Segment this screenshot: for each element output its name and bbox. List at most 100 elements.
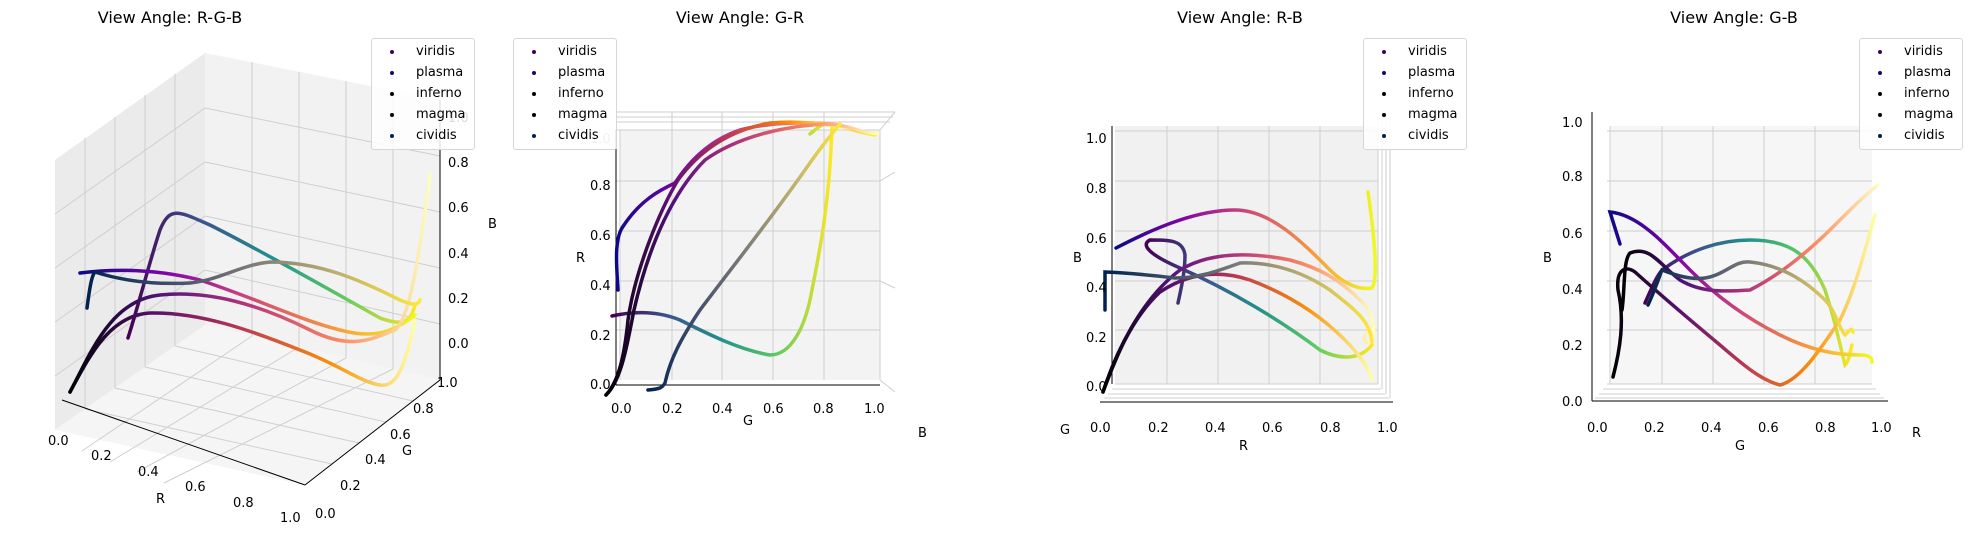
tick-b-0: 0.0	[1562, 395, 1583, 410]
tick-g-1: 0.2	[1644, 421, 1665, 436]
legend-marker-icon	[1382, 70, 1386, 75]
legend-marker-icon	[1382, 91, 1386, 96]
tick-r-0: 0.0	[590, 378, 611, 393]
tick-b-1: 0.2	[448, 292, 469, 307]
legend-item-inferno: inferno	[378, 83, 466, 104]
legend-marker-icon	[390, 133, 394, 138]
axis-label-b: B	[918, 426, 927, 441]
tick-b-5: 1.0	[1562, 116, 1583, 131]
panel-title: View Angle: R-B	[1177, 8, 1303, 27]
tick-r-0: 0.0	[1090, 421, 1111, 436]
legend-item-cividis: cividis	[1866, 125, 1954, 146]
tick-g-5: 1.0	[437, 376, 458, 391]
tick-r-2: 0.4	[590, 279, 611, 294]
tick-b-2: 0.4	[448, 247, 469, 262]
axis-label-g: G	[743, 414, 753, 429]
tick-b-1: 0.2	[1562, 339, 1583, 354]
tick-r-5: 1.0	[280, 511, 301, 526]
tick-b-4: 0.8	[1086, 182, 1107, 197]
legend-item-viridis: viridis	[378, 41, 466, 62]
tick-r-2: 0.4	[1205, 421, 1226, 436]
legend-item-inferno: inferno	[520, 83, 608, 104]
panel-title: View Angle: R-G-B	[97, 8, 243, 27]
axis-label-g: G	[1735, 439, 1745, 454]
legend-marker-icon	[390, 49, 394, 54]
legend-marker-icon	[1878, 91, 1882, 96]
legend-item-viridis: viridis	[1866, 41, 1954, 62]
tick-r-1: 0.2	[1148, 421, 1169, 436]
tick-b-1: 0.2	[1086, 331, 1107, 346]
tick-b-4: 0.8	[448, 156, 469, 171]
tick-b-3: 0.6	[448, 201, 469, 216]
tick-b-5: 1.0	[1086, 132, 1107, 147]
tick-g-2: 0.4	[1701, 421, 1722, 436]
tick-b-3: 0.6	[1086, 232, 1107, 247]
legend-item-cividis: cividis	[520, 125, 608, 146]
legend-item-viridis: viridis	[520, 41, 608, 62]
tick-g-5: 1.0	[1871, 421, 1892, 436]
legend-item-cividis: cividis	[378, 125, 466, 146]
legend-marker-icon	[532, 49, 536, 54]
axis-label-r: R	[1912, 426, 1921, 441]
legend-item-inferno: inferno	[1866, 83, 1954, 104]
tick-r-0: 0.0	[48, 434, 69, 449]
legend-item-plasma: plasma	[1866, 62, 1954, 83]
panel-title: View Angle: G-R	[675, 8, 805, 27]
legend-marker-icon	[532, 91, 536, 96]
legend-item-magma: magma	[1370, 104, 1458, 125]
legend-marker-icon	[1382, 49, 1386, 54]
tick-g-4: 0.8	[1815, 421, 1836, 436]
axis-label-b: B	[1543, 251, 1552, 266]
axis-label-r: R	[156, 492, 165, 507]
axis-label-b: B	[1073, 251, 1082, 266]
tick-g-2: 0.4	[365, 453, 386, 468]
tick-b-0: 0.0	[448, 337, 469, 352]
legend-marker-icon	[1382, 112, 1386, 117]
tick-r-4: 0.8	[233, 496, 254, 511]
tick-g-5: 1.0	[864, 402, 885, 417]
tick-r-5: 1.0	[1377, 421, 1398, 436]
axis-label-r: R	[576, 251, 585, 266]
tick-g-0: 0.0	[611, 402, 632, 417]
tick-b-0: 0.0	[1086, 380, 1107, 395]
legend-marker-icon	[1878, 133, 1882, 138]
axis-label-g: G	[1060, 423, 1070, 438]
legend-marker-icon	[1878, 112, 1882, 117]
tick-r-2: 0.4	[138, 465, 159, 480]
panel-rb: View Angle: R-B 1.0 0.8 0.6 0.4 0.2 0.0 …	[1000, 0, 1480, 533]
legend-item-inferno: inferno	[1370, 83, 1458, 104]
tick-r-3: 0.6	[185, 480, 206, 495]
axis-label-b: B	[488, 217, 497, 232]
legend-marker-icon	[1878, 49, 1882, 54]
axis-label-g: G	[402, 444, 412, 459]
legend: viridis plasma inferno magma cividis	[513, 38, 617, 150]
plot-area-gb: 1.0 0.8 0.6 0.4 0.2 0.0 B 0.0 0.2 0.4 0.…	[1543, 112, 1921, 454]
legend-item-magma: magma	[520, 104, 608, 125]
legend-item-cividis: cividis	[1370, 125, 1458, 146]
tick-g-4: 0.8	[813, 402, 834, 417]
tick-r-1: 0.2	[590, 329, 611, 344]
axis-label-r: R	[1239, 439, 1248, 454]
tick-b-2: 0.4	[1562, 283, 1583, 298]
tick-r-4: 0.8	[1320, 421, 1341, 436]
plot-area-gr: 0.8 0.6 0.4 0.2 0.0 1.0 R 0.0 0.2 0.4 0.…	[576, 111, 927, 441]
tick-g-0: 0.0	[1587, 421, 1608, 436]
legend: viridis plasma inferno magma cividis	[1363, 38, 1467, 150]
tick-r-3: 0.6	[590, 229, 611, 244]
legend-item-magma: magma	[1866, 104, 1954, 125]
legend-marker-icon	[1878, 70, 1882, 75]
tick-g-1: 0.2	[662, 402, 683, 417]
plot-area-rb: 1.0 0.8 0.6 0.4 0.2 0.0 B 0.0 0.2 0.4 0.…	[1060, 115, 1398, 454]
tick-g-1: 0.2	[340, 479, 361, 494]
tick-r-3: 0.6	[1262, 421, 1283, 436]
legend: viridis plasma inferno magma cividis	[1859, 38, 1963, 150]
tick-b-3: 0.6	[1562, 227, 1583, 242]
legend-item-plasma: plasma	[1370, 62, 1458, 83]
tick-b-2: 0.4	[1086, 281, 1107, 296]
legend-marker-icon	[532, 70, 536, 75]
panel-rgb: View Angle: R-G-B 0.0 0.2 0.4	[0, 0, 497, 533]
tick-g-3: 0.6	[1758, 421, 1779, 436]
legend: viridis plasma inferno magma cividis	[371, 38, 475, 150]
legend-marker-icon	[532, 133, 536, 138]
tick-g-3: 0.6	[390, 428, 411, 443]
